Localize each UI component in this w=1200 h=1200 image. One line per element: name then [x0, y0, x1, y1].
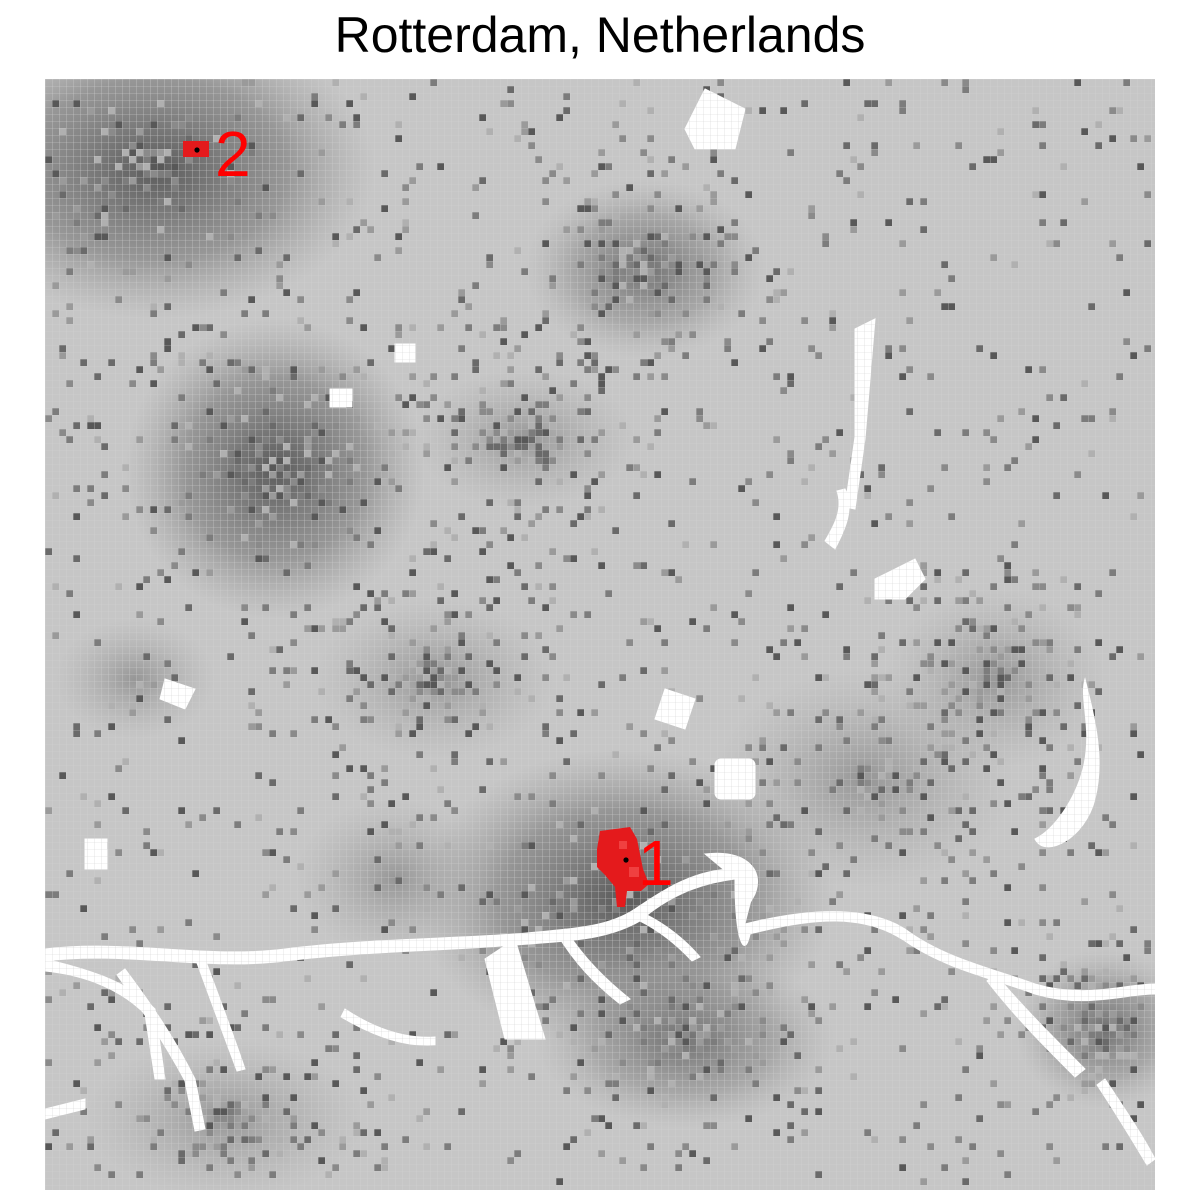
map-title: Rotterdam, Netherlands — [334, 7, 866, 63]
hotspot-2-center-marker — [194, 147, 200, 153]
hotspot-2[interactable]: 2 — [183, 118, 251, 190]
hotspot-1-center-marker — [623, 857, 629, 863]
hotspot-2-label: 2 — [215, 118, 251, 190]
hotspot-1-cells — [597, 827, 649, 907]
density-map-canvas: 2 1 — [45, 79, 1155, 1190]
grid-overlay — [45, 79, 1155, 1190]
hotspot-1[interactable]: 1 — [597, 827, 674, 907]
density-map: 2 1 — [45, 79, 1155, 1190]
hotspot-1-label: 1 — [638, 827, 674, 899]
